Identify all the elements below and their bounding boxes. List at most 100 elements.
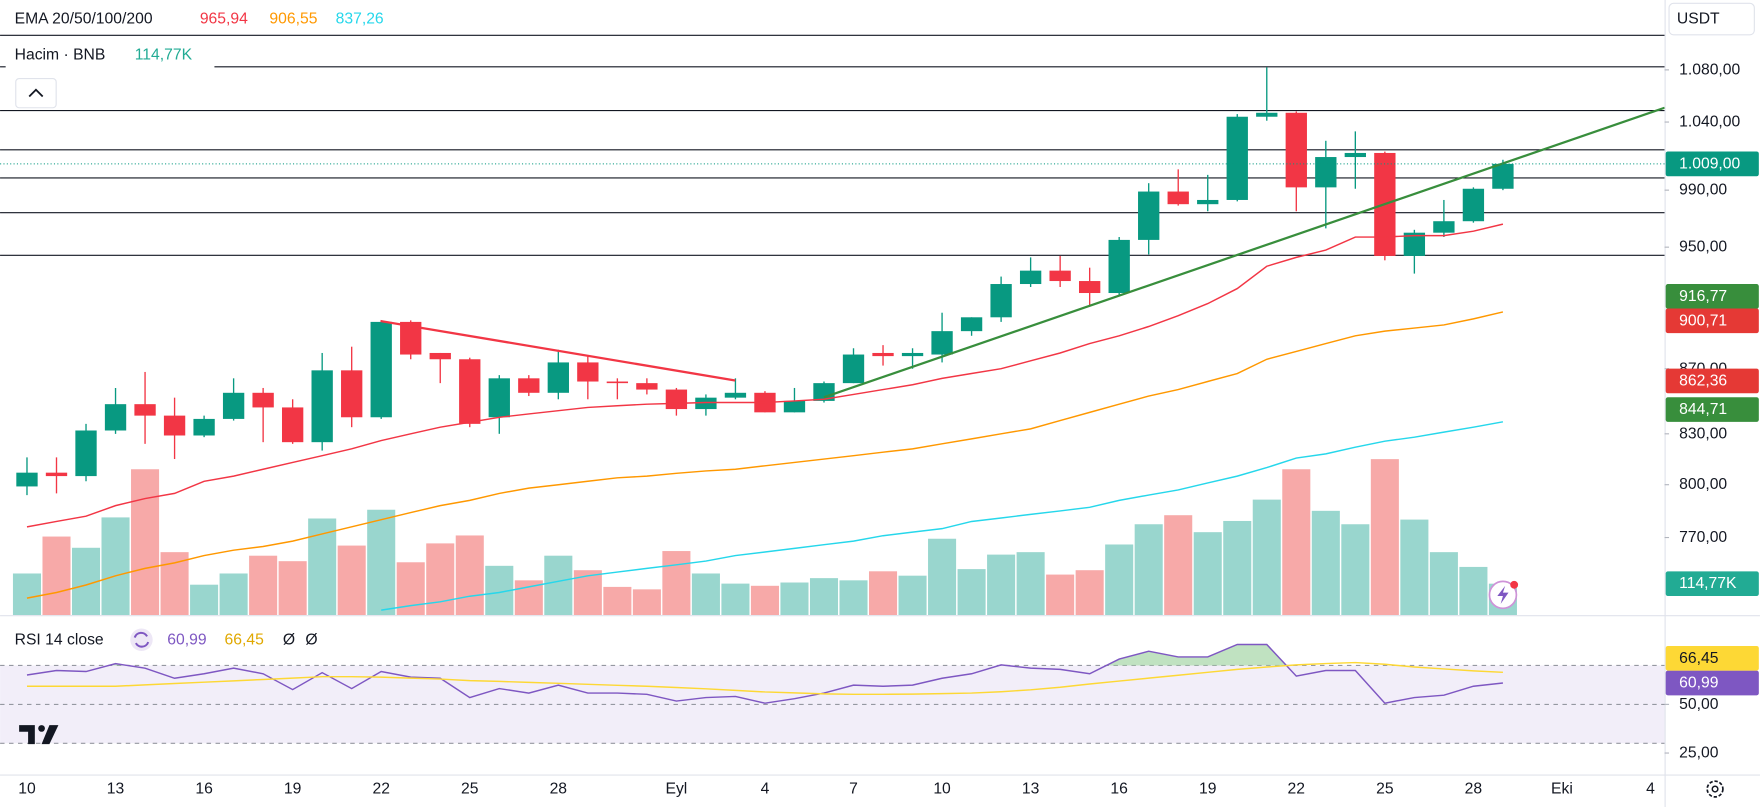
currency-label: USDT xyxy=(1677,11,1720,28)
volume-bar xyxy=(632,589,661,616)
volume-bar xyxy=(839,580,868,616)
candle-body xyxy=(636,383,658,390)
candle-body xyxy=(931,331,953,355)
x-tick-label: 22 xyxy=(372,781,389,798)
candle-body xyxy=(1433,221,1455,233)
y-tick-label: 770,00 xyxy=(1679,529,1727,546)
gear-outer xyxy=(1706,780,1724,798)
volume-bar xyxy=(12,573,42,616)
y-tick-label: 25,00 xyxy=(1679,745,1719,762)
rsi-legend-flag: Ø xyxy=(283,631,295,648)
icon-dot xyxy=(1510,580,1519,589)
x-tick-label: 13 xyxy=(107,781,125,798)
volume-bar xyxy=(367,509,396,616)
y-tick-label: 830,00 xyxy=(1679,425,1727,442)
rsi-badge xyxy=(1665,645,1759,671)
volume-bar xyxy=(898,575,927,616)
volume-bar xyxy=(662,551,691,616)
volume-badge-label: 114,77K xyxy=(1679,575,1737,592)
candle-body xyxy=(1315,157,1337,188)
volume-bar xyxy=(219,573,248,616)
candle-body xyxy=(429,352,451,360)
legend-bg xyxy=(5,5,401,33)
x-tick-label: 28 xyxy=(550,781,568,798)
x-tick-label: 4 xyxy=(761,781,770,798)
candle-body xyxy=(842,354,865,384)
rsi-legend-title: RSI 14 close xyxy=(15,631,104,648)
rsi-overbought-fill xyxy=(26,644,1503,666)
x-tick-label: 10 xyxy=(18,781,36,798)
candle-body xyxy=(1108,239,1130,294)
candle-body xyxy=(1049,270,1071,282)
settings-gear[interactable] xyxy=(1706,780,1724,798)
candle-body xyxy=(547,362,569,393)
volume-bar xyxy=(869,571,898,616)
y-tick-label: 1.080,00 xyxy=(1679,61,1740,78)
icon-arrows xyxy=(133,631,150,648)
x-tick-label: 19 xyxy=(1199,781,1216,798)
currency-selector[interactable]: USDT xyxy=(1668,2,1755,36)
volume-bar xyxy=(1370,459,1399,616)
volume-bar xyxy=(160,552,189,616)
ema-line xyxy=(381,421,1504,611)
rsi-settings-icon[interactable] xyxy=(130,628,153,651)
candle-body xyxy=(222,392,245,419)
candle-body xyxy=(990,284,1012,318)
logo-part xyxy=(38,725,45,732)
price-badge-label: 1.009,00 xyxy=(1679,155,1740,172)
trendline xyxy=(380,319,736,382)
volume-legend-title: Hacim · BNB xyxy=(15,46,106,63)
candle-body xyxy=(1344,152,1366,158)
volume-bar xyxy=(190,584,219,616)
volume-bar xyxy=(1282,469,1311,616)
rsi-legend-value: 60,99 xyxy=(167,631,206,648)
x-tick-label: 28 xyxy=(1465,781,1483,798)
x-tick-label: 7 xyxy=(849,781,858,798)
ema-legend-value: 906,55 xyxy=(269,11,317,28)
collapse-button[interactable] xyxy=(15,78,57,109)
y-tick-label: 950,00 xyxy=(1679,239,1727,256)
price-badge-label: 916,77 xyxy=(1679,288,1727,305)
legend-bg xyxy=(5,41,215,69)
rsi-line xyxy=(26,661,1503,696)
volume-bar xyxy=(42,536,71,616)
candle-body xyxy=(400,321,422,355)
volume-bar xyxy=(249,555,278,616)
candle-body xyxy=(1197,199,1219,205)
volume-bar xyxy=(1341,524,1370,616)
candle-body xyxy=(488,378,510,418)
logo-part xyxy=(19,725,35,745)
candle-body xyxy=(281,407,304,443)
price-badge-label: 844,71 xyxy=(1679,401,1727,418)
candle-body xyxy=(75,430,97,477)
candle-body xyxy=(1285,112,1307,188)
x-tick-label: 4 xyxy=(1646,781,1655,798)
volume-bar xyxy=(957,569,986,616)
rsi-legend-flag: Ø xyxy=(305,631,317,648)
volume-legend-value: 114,77K xyxy=(135,46,193,63)
candle-body xyxy=(783,400,806,413)
y-tick-label: 800,00 xyxy=(1679,476,1727,493)
volume-bar xyxy=(780,582,809,616)
volume-bar xyxy=(337,545,366,616)
candle-body xyxy=(370,321,392,418)
volume-bar xyxy=(1075,570,1104,616)
volume-bar xyxy=(131,469,160,616)
x-tick-label: 19 xyxy=(284,781,301,798)
candle-body xyxy=(16,472,38,487)
x-tick-label: 16 xyxy=(195,781,213,798)
volume-bar xyxy=(1193,532,1222,616)
alert-icon[interactable] xyxy=(1488,580,1519,610)
volume-bar xyxy=(721,583,750,616)
candle-body xyxy=(1138,191,1160,240)
volume-bar xyxy=(308,518,337,616)
volume-bar xyxy=(928,538,957,616)
candle-body xyxy=(872,352,894,357)
price-badge xyxy=(1665,397,1759,422)
x-tick-label: 25 xyxy=(1376,781,1394,798)
volume-bar xyxy=(1311,510,1340,616)
button-frame xyxy=(15,78,57,109)
price-badge xyxy=(1665,368,1759,394)
